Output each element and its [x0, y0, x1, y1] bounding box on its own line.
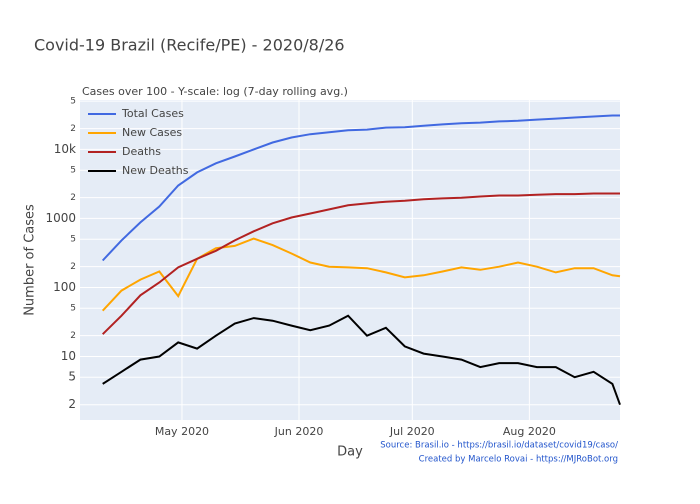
y-tick-label: 5: [70, 166, 76, 176]
chart-title: Covid-19 Brazil (Recife/PE) - 2020/8/26: [34, 36, 345, 55]
y-label: Number of Cases: [23, 204, 38, 316]
legend-label: Total Cases: [121, 107, 184, 120]
y-tick-label: 2: [70, 331, 76, 341]
x-tick-label: Jul 2020: [389, 425, 435, 438]
x-label: Day: [337, 445, 363, 460]
x-tick-label: Aug 2020: [503, 425, 556, 438]
y-tick-label: 2: [70, 124, 76, 134]
line-series: [102, 314, 621, 406]
y-tick-label: 5: [70, 97, 76, 107]
y-tick-label: 1000: [45, 211, 76, 225]
source-note: Source: Brasil.io - https://brasil.io/da…: [380, 441, 618, 451]
y-tick-label: 5: [70, 235, 76, 245]
legend-label: Deaths: [122, 145, 161, 158]
y-tick-label: 100: [53, 280, 76, 294]
y-tick-label: 5: [70, 304, 76, 314]
x-tick-label: Jun 2020: [274, 425, 324, 438]
legend-label: New Deaths: [122, 164, 189, 177]
y-tick-label: 2: [70, 193, 76, 203]
subtitle: Cases over 100 - Y-scale: log (7-day rol…: [82, 85, 348, 98]
y-tick-label: 5: [68, 370, 76, 384]
line-series: [101, 114, 620, 262]
y-tick-label: 10: [61, 349, 76, 363]
legend-label: New Cases: [122, 126, 182, 139]
plot-area: [80, 100, 620, 420]
line-series: [101, 192, 620, 335]
x-tick-label: May 2020: [155, 425, 209, 438]
y-tick-label: 10k: [54, 142, 76, 156]
credit-note: Created by Marcelo Rovai - https://MJRoB…: [419, 455, 618, 465]
y-tick-label: 2: [68, 397, 76, 411]
line-series: [101, 237, 621, 312]
y-tick-label: 2: [70, 262, 76, 272]
